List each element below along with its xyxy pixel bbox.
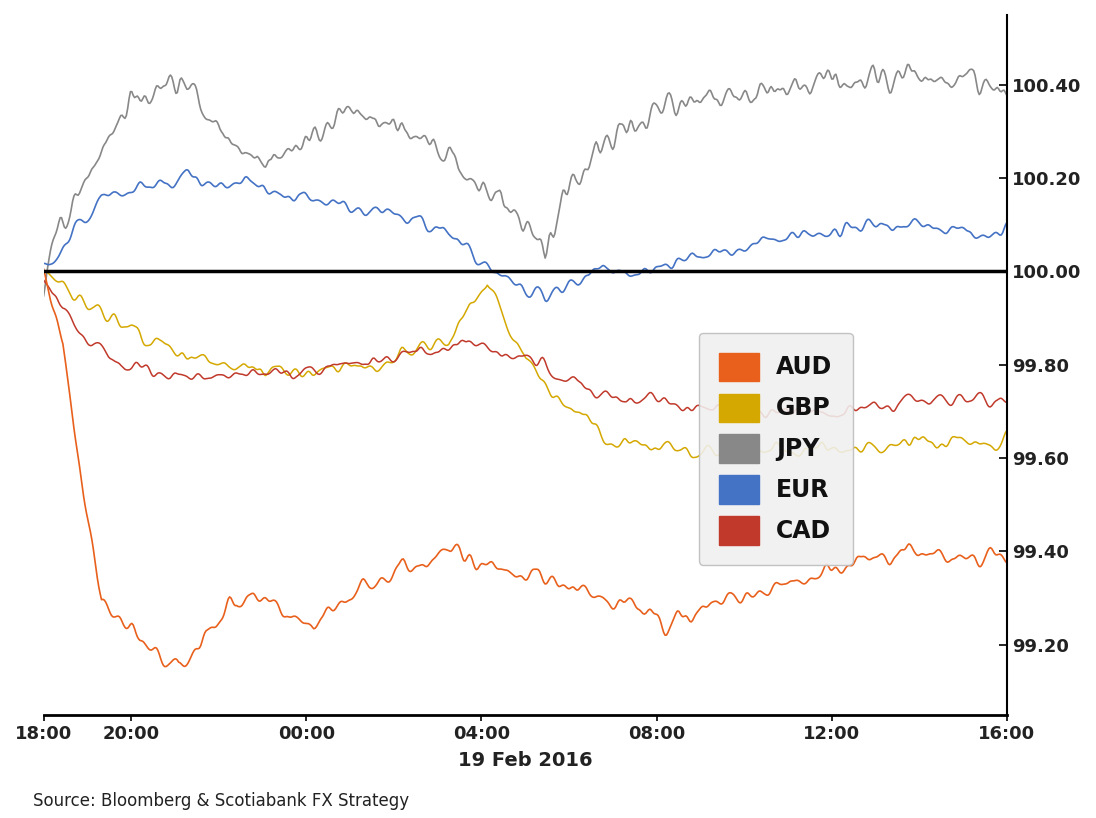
Text: Source: Bloomberg & Scotiabank FX Strategy: Source: Bloomberg & Scotiabank FX Strate… <box>33 792 409 810</box>
Legend: AUD, GBP, JPY, EUR, CAD: AUD, GBP, JPY, EUR, CAD <box>698 333 853 564</box>
X-axis label: 19 Feb 2016: 19 Feb 2016 <box>458 751 593 771</box>
